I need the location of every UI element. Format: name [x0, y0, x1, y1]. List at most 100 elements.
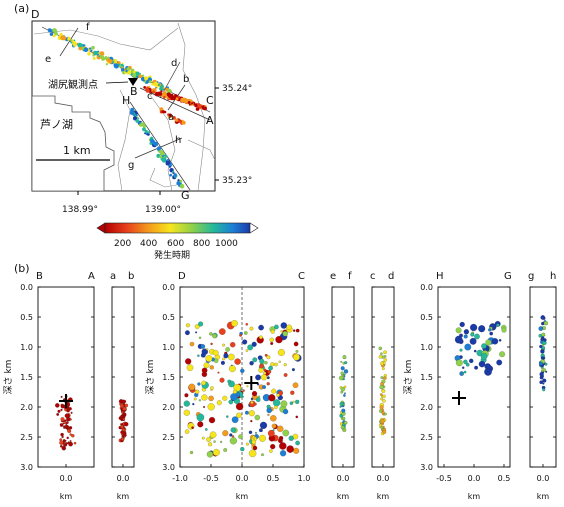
hypocenter-dot	[213, 358, 219, 363]
epicenter-dot	[168, 113, 172, 117]
hypocenter-dot	[184, 429, 190, 434]
section-panel-ba: B A 0.0 0.5 1.0 1.5 2.0 2.5 3.0 深さ km 0.0 km	[3, 271, 95, 501]
hypocenter-dot	[274, 405, 278, 410]
hypocenter-dot	[68, 441, 73, 447]
hypocenter-dot	[383, 350, 387, 355]
epicenter-dot	[141, 74, 145, 77]
hypocenter-dot	[470, 323, 478, 332]
hypocenter-dot	[188, 383, 196, 391]
hypocenter-dot	[63, 448, 65, 450]
hypocenter-dot	[264, 361, 268, 365]
hypocenter-dot	[208, 395, 214, 402]
hypocenter-dot	[340, 360, 343, 363]
hypocenter-dot	[251, 439, 257, 445]
hypocenter-dot	[197, 421, 204, 428]
hypocenter-dot	[378, 355, 383, 359]
epicenter-dot	[156, 146, 161, 151]
epicenter-dot	[173, 173, 177, 177]
hypocenter-dot	[463, 334, 468, 339]
hypocenter-dot	[276, 393, 280, 397]
hypocenter-dot	[244, 331, 248, 335]
section-endpoint-right: A	[88, 271, 95, 282]
epicenter-dot	[175, 97, 179, 101]
hypocenter-dot	[223, 448, 228, 452]
epicenter-dot	[100, 54, 103, 58]
hypocenter-dot	[66, 436, 69, 440]
hypocenter-dot	[251, 341, 257, 347]
hypocenter-dot	[380, 352, 383, 356]
hypocenter-dot	[222, 357, 226, 361]
hypocenter-dot	[123, 412, 126, 416]
hypocenter-dot	[198, 336, 202, 339]
epicenter-dot	[112, 61, 115, 63]
epicenter-dot	[191, 102, 194, 105]
hypocenter-dot	[263, 368, 267, 372]
hypocenter-dot	[489, 331, 494, 336]
hypocenter-dot	[269, 337, 274, 342]
hypocenter-dot	[246, 385, 249, 388]
hypocenter-dot	[498, 338, 502, 342]
section-panel-cd: c d 0.0 km	[370, 271, 395, 501]
hypocenter-dot	[278, 438, 283, 444]
hypocenter-dot	[266, 376, 270, 380]
epicenter-cloud	[47, 28, 208, 189]
epicenter-dot	[60, 35, 65, 40]
hypocenter-dot	[195, 331, 198, 334]
hypocenter-dot	[212, 349, 219, 356]
epicenter-dot	[159, 150, 165, 156]
hypocenter-dot	[270, 342, 274, 346]
hypocenter-dot	[380, 361, 385, 366]
hypocenter-dot	[295, 328, 300, 333]
hypocenter-dot	[250, 401, 254, 405]
epicenter-dot	[98, 55, 100, 57]
epicenter-dot	[147, 133, 150, 136]
hypocenter-dot	[496, 359, 503, 366]
epicenter-dot	[117, 61, 121, 65]
hypocenter-dot	[206, 437, 212, 442]
epicenter-dot	[155, 87, 157, 89]
hypocenter-dot	[210, 342, 213, 346]
epicenter-dot	[171, 96, 176, 101]
epicenter-dot	[101, 56, 106, 61]
x-tick-label: 0.0	[537, 474, 550, 483]
epicenter-dot	[121, 62, 124, 65]
epicenter-dot	[159, 155, 163, 159]
epicenter-dot	[201, 105, 205, 109]
hypocenter-dot	[183, 400, 190, 407]
hypocenter-dot	[124, 400, 127, 403]
hypocenter-dot	[293, 329, 296, 332]
hypocenter-dot	[240, 447, 245, 452]
colorbar-label: 発生時期	[154, 249, 190, 261]
epicenter-dot	[198, 106, 201, 109]
y-tick-label: 3.0	[420, 463, 433, 472]
epicenter-dot	[91, 45, 95, 50]
hypocenter-dot	[226, 415, 229, 418]
y-axis-label: 深さ km	[145, 360, 156, 395]
hypocenter-dot	[539, 380, 544, 385]
hypocenter-dot	[248, 430, 253, 434]
x-axis-label: km	[337, 492, 350, 501]
hypocenter-dot	[292, 400, 295, 403]
epicenter-dot	[83, 49, 85, 52]
hypocenter-dot	[542, 388, 546, 392]
hypocenter-dot	[267, 369, 272, 374]
hypocenter-dot	[209, 332, 213, 336]
epicenter-dot	[138, 74, 143, 79]
epicenter-dot	[137, 117, 140, 120]
hypocenter-dot	[201, 367, 208, 374]
y-axis-label: 深さ km	[3, 360, 14, 395]
hypocenter-dot	[383, 374, 387, 378]
map-letter-b-upper: B	[130, 85, 138, 98]
hypocenter-dot	[193, 397, 197, 401]
hypocenter-dot	[469, 358, 474, 364]
hypocenter-dot	[459, 348, 463, 352]
hypocenter-dot	[266, 407, 272, 414]
hypocenter-dot	[340, 425, 345, 430]
section-line-ef	[59, 27, 79, 57]
hypocenter-dot	[258, 367, 264, 373]
hypocenter-dot	[60, 417, 65, 422]
epicenter-dot	[172, 170, 174, 173]
hypocenter-dot	[338, 375, 344, 381]
hypocenter-dot	[230, 427, 236, 433]
colorbar-tick-1000: 1000	[215, 239, 238, 249]
